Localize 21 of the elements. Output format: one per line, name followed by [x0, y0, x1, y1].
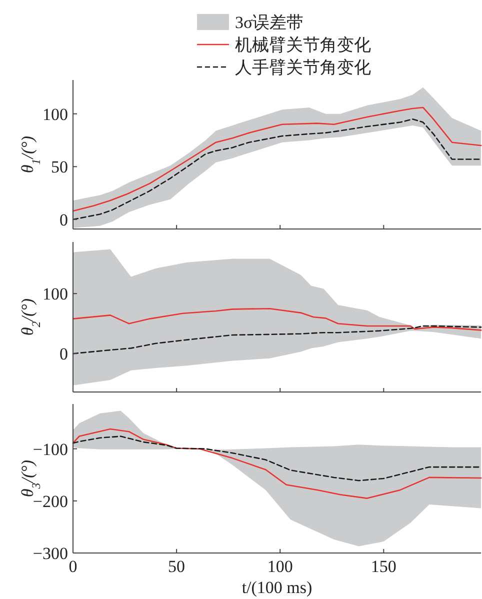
line-series	[72, 436, 482, 482]
y-tick-label: 100	[42, 284, 68, 304]
y-tick-label: −200	[32, 492, 68, 511]
y-tick-label: 0	[60, 344, 68, 364]
x-tick-label: 100	[267, 557, 293, 576]
line-series	[72, 308, 482, 331]
x-tick-label: 150	[370, 557, 396, 576]
y-tick-label: −100	[32, 440, 68, 459]
x-axis-title: t/(100 ms)	[242, 578, 312, 597]
legend-label: 机械臂关节角变化	[235, 35, 371, 54]
line-series	[72, 106, 482, 212]
line-series	[72, 325, 482, 354]
y-tick-label: 50	[51, 158, 68, 177]
legend-label: 人手臂关节角变化	[235, 58, 371, 77]
line-series	[72, 428, 482, 499]
y-tick-label: −300	[32, 544, 68, 563]
y-tick-label: 100	[42, 104, 68, 124]
x-tick-label: 50	[168, 557, 186, 576]
legend-title: 3σ误差带	[235, 12, 304, 32]
line-series	[72, 118, 482, 220]
y-tick-label: 0	[60, 210, 68, 230]
